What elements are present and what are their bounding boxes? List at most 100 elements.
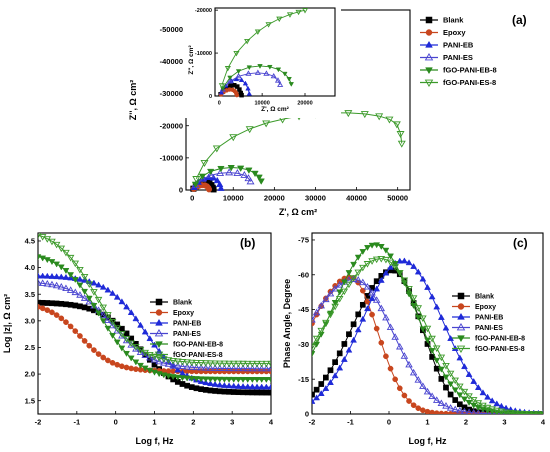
data-point	[160, 359, 168, 366]
data-point	[312, 308, 321, 316]
data-point	[331, 284, 339, 292]
data-point	[66, 254, 75, 262]
data-point	[188, 363, 196, 370]
data-point	[225, 168, 234, 176]
data-point	[165, 373, 172, 380]
data-point	[85, 297, 94, 305]
data-point	[38, 272, 42, 279]
data-point	[174, 361, 182, 369]
data-point	[257, 360, 266, 368]
data-point	[391, 261, 399, 268]
data-point	[164, 360, 173, 367]
data-point	[38, 233, 42, 239]
data-point	[234, 360, 243, 368]
y-tick-label: -20000	[195, 8, 212, 14]
data-point	[248, 383, 256, 390]
data-point	[446, 370, 455, 378]
data-point	[396, 270, 404, 277]
data-point	[234, 376, 242, 383]
y-tick-label: -30	[298, 340, 309, 349]
data-point	[76, 267, 84, 274]
inset-series-line	[221, 9, 306, 86]
inset-data-point	[265, 22, 272, 28]
data-point	[364, 298, 371, 305]
x-tick-label: 50000	[387, 194, 408, 203]
data-point	[392, 121, 401, 129]
data-point	[234, 364, 243, 372]
data-point	[312, 315, 316, 323]
data-point	[368, 258, 376, 265]
data-point	[446, 404, 455, 411]
data-point	[178, 359, 187, 366]
data-point	[364, 305, 371, 312]
panel-b: -2 -1 0 1 2 3 4 1.5 2.0 2.5 3.0 3.5 4.0 4.5 Log f, Hz L…	[2, 232, 274, 446]
data-point	[383, 353, 389, 360]
data-point	[211, 364, 219, 371]
data-point	[122, 336, 131, 343]
data-point	[43, 279, 52, 287]
data-point	[201, 360, 210, 367]
x-axis-label: Z', Ω cm²	[279, 207, 317, 217]
y-tick-label: 4.0	[25, 263, 35, 272]
legend-label: PANI-ES	[443, 53, 473, 62]
data-point	[419, 382, 427, 389]
legend-label: fGO-PANI-EB-8	[475, 335, 525, 342]
data-point	[80, 273, 89, 281]
inset-data-point	[245, 70, 252, 76]
data-point	[99, 304, 108, 312]
data-point	[244, 174, 253, 182]
data-point	[132, 344, 140, 351]
data-point	[424, 283, 431, 290]
data-point	[474, 384, 482, 390]
data-point	[62, 268, 70, 275]
data-point	[419, 275, 427, 282]
data-point	[80, 294, 89, 301]
data-point	[373, 285, 381, 292]
data-point	[76, 275, 84, 282]
data-point	[67, 272, 75, 279]
data-point	[424, 337, 431, 344]
data-point	[86, 342, 93, 349]
data-point	[48, 238, 56, 246]
data-point	[437, 399, 446, 407]
data-point	[76, 282, 84, 289]
data-point	[48, 280, 56, 288]
data-point	[220, 364, 229, 372]
data-point	[118, 298, 126, 305]
data-point	[396, 131, 405, 139]
data-point	[71, 277, 79, 284]
inset-data-point	[276, 16, 283, 23]
data-point	[229, 360, 238, 368]
data-point	[400, 257, 408, 264]
data-point	[239, 360, 247, 368]
inset-data-point	[218, 83, 225, 89]
data-point	[155, 357, 163, 365]
data-point	[345, 270, 353, 277]
data-point	[239, 364, 247, 372]
data-point	[469, 397, 478, 404]
data-point	[197, 363, 205, 371]
legend-label: Epoxy	[443, 28, 466, 37]
data-point	[359, 264, 367, 272]
inset-data-point	[233, 51, 240, 57]
data-point	[38, 254, 42, 261]
inset-data-point	[254, 69, 261, 75]
inset-data-point	[224, 66, 231, 72]
data-point	[202, 376, 210, 383]
data-point	[363, 282, 372, 290]
data-point	[230, 382, 238, 389]
inset-data-point	[235, 72, 242, 79]
data-point	[38, 278, 42, 286]
data-point	[313, 394, 321, 401]
data-point	[428, 293, 436, 300]
x-tick-label: 1	[152, 418, 156, 427]
data-point	[169, 374, 177, 381]
data-point	[216, 376, 224, 383]
x-tick-label: 0	[114, 418, 118, 427]
data-point	[465, 393, 473, 400]
data-point	[488, 397, 496, 404]
data-point	[225, 360, 233, 368]
data-point	[38, 304, 41, 310]
data-point	[57, 273, 65, 280]
legend-marker	[154, 328, 164, 337]
